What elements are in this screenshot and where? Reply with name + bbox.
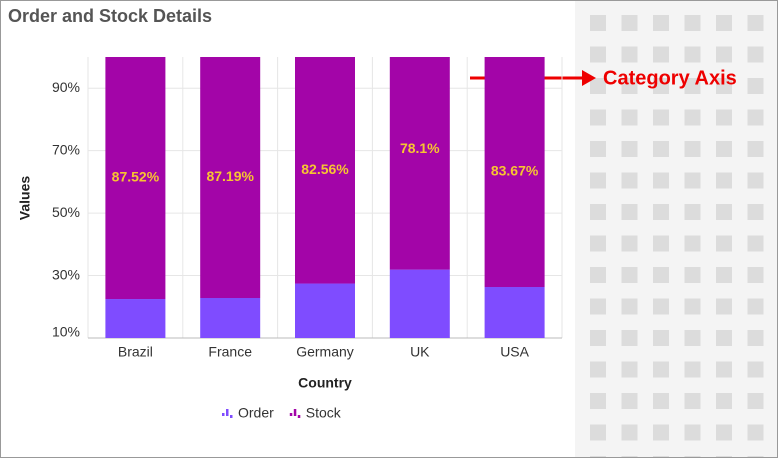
- x-tick-label: USA: [500, 344, 529, 360]
- x-tick-label: Germany: [296, 344, 354, 360]
- bar: [295, 57, 355, 284]
- data-label: 87.19%: [206, 168, 254, 184]
- data-label: 82.56%: [301, 161, 349, 177]
- y-tick-label: 70%: [52, 141, 80, 157]
- y-tick-label: 50%: [52, 204, 80, 220]
- data-label: 78.1%: [400, 140, 440, 156]
- annotation: Category Axis: [603, 67, 737, 89]
- chart-title: Order and Stock Details: [8, 6, 212, 26]
- x-axis-title: Country: [298, 375, 352, 391]
- bar: [105, 299, 166, 338]
- y-tick-label: 10%: [52, 324, 80, 340]
- x-tick-label: Brazil: [118, 344, 153, 360]
- x-tick-label: UK: [410, 344, 430, 360]
- data-label: 83.67%: [491, 163, 539, 179]
- bar: [295, 283, 355, 338]
- annotation-arrowhead: [582, 70, 596, 86]
- bar: [200, 298, 261, 338]
- data-label: 87.52%: [112, 169, 160, 185]
- bar: [105, 57, 166, 300]
- y-tick-label: 30%: [52, 266, 80, 282]
- legend-icon: [230, 415, 233, 418]
- side-pattern: [575, 1, 777, 457]
- bar: [484, 57, 545, 288]
- legend-icon: [293, 409, 297, 416]
- x-tick-label: France: [208, 344, 252, 360]
- legend-icon: [297, 415, 301, 418]
- y-axis-title: Values: [17, 176, 33, 221]
- bar: [200, 57, 261, 299]
- bar: [484, 287, 545, 338]
- legend-icon: [226, 409, 229, 416]
- legend-icon: [222, 413, 225, 416]
- legend-label: Stock: [306, 405, 342, 421]
- bar: [389, 57, 450, 270]
- bar: [389, 269, 450, 338]
- y-tick-label: 90%: [52, 79, 80, 95]
- legend-icon: [289, 413, 293, 416]
- legend-label: Order: [238, 405, 274, 421]
